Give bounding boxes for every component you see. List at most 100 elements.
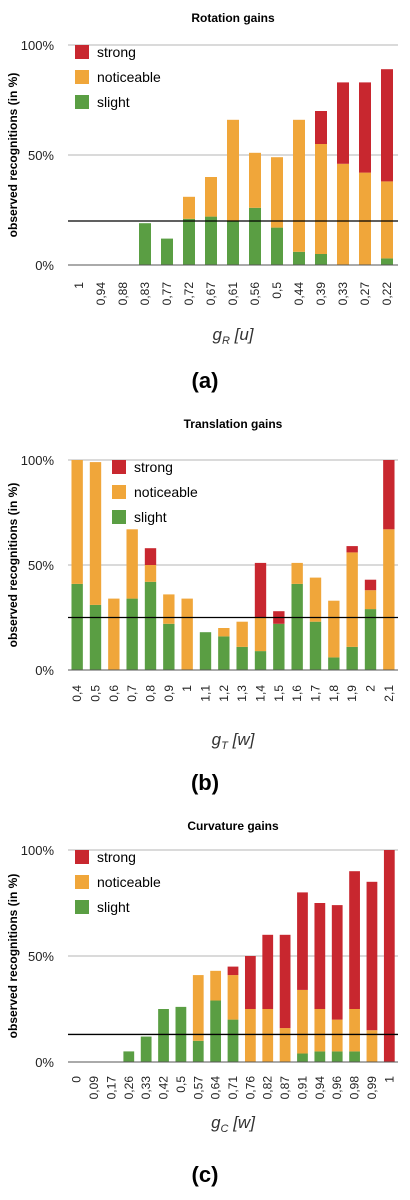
bar-slight [236, 646, 248, 670]
bar-slight [227, 221, 239, 265]
bar-strong [331, 905, 343, 1020]
bar-slight [249, 207, 261, 265]
bar-slight [349, 1051, 360, 1062]
bar-noticeable [346, 552, 358, 647]
bar-noticeable [144, 565, 157, 582]
bar-strong [381, 69, 393, 182]
x-axis-label: gC [w] [211, 1113, 256, 1135]
bar-slight [123, 1051, 135, 1062]
x-tick-label: 0,91 [295, 1076, 309, 1100]
x-tick-label: 0,33 [139, 1076, 153, 1100]
bar-noticeable [315, 144, 327, 254]
bar-strong [262, 934, 274, 1009]
translation-gains-panel: Translation gains observed recognitions (… [0, 400, 410, 800]
bar-slight [139, 223, 151, 265]
bar-noticeable [89, 462, 102, 605]
bar-noticeable [205, 177, 217, 217]
chart-title: Rotation gains [191, 11, 275, 25]
legend-label-slight: slight [97, 899, 130, 915]
y-axis-label: observed recognitions (in %) [6, 73, 20, 238]
bar-slight [271, 227, 283, 265]
legend-label-noticeable: noticeable [97, 69, 161, 85]
x-axis-symbol: g [211, 1113, 221, 1132]
bar-noticeable [328, 600, 340, 658]
bar-strong [366, 881, 378, 1031]
x-tick-label: 1,4 [254, 685, 268, 702]
bar-strong [244, 956, 256, 1009]
x-tick-label: 0,22 [380, 282, 394, 306]
legend-swatch-noticeable [75, 70, 89, 84]
legend-swatch-noticeable [75, 875, 89, 889]
legend-label-strong: strong [134, 459, 173, 475]
bar-noticeable [254, 617, 267, 652]
x-tick-label: 1,3 [235, 685, 249, 702]
panel-caption: (b) [190, 770, 220, 795]
panel-caption: (a) [191, 368, 219, 393]
bar-slight [346, 646, 358, 670]
x-tick-label: 0,5 [89, 685, 103, 702]
x-tick-label: 0,56 [248, 282, 262, 306]
bar-slight [254, 651, 267, 670]
y-tick-label: 50% [28, 148, 54, 163]
x-tick-label: 0,87 [278, 1076, 292, 1100]
bar-slight [210, 1000, 222, 1062]
x-tick-label: 1,1 [199, 685, 213, 702]
bar-slight [205, 216, 217, 265]
x-tick-label: 0,76 [243, 1076, 257, 1100]
bar-noticeable [227, 119, 239, 221]
bar-noticeable [309, 577, 322, 622]
bar-strong [346, 546, 358, 553]
bar-noticeable [359, 172, 371, 265]
chart-svg: Curvature gains observed recognitions (in… [6, 819, 398, 1135]
bar-slight [291, 583, 303, 670]
bar-strong [314, 903, 326, 1009]
curvature-gains-panel: Curvature gains observed recognitions (in… [0, 800, 410, 1200]
bar-strong [279, 934, 291, 1029]
bar-slight [309, 621, 322, 670]
chart-title: Translation gains [184, 417, 283, 431]
legend-swatch-strong [112, 460, 126, 474]
x-tick-label: 0,96 [330, 1076, 344, 1100]
x-tick-label: 1 [72, 282, 86, 289]
x-tick-label: 0,9 [162, 685, 176, 702]
x-tick-label: 1,9 [345, 685, 359, 702]
bar-noticeable [381, 181, 393, 259]
x-tick-label: 1,6 [290, 685, 304, 702]
legend-swatch-slight [75, 900, 89, 914]
bar-slight [364, 609, 377, 670]
chart-svg: Translation gains observed recognitions (… [6, 417, 398, 752]
x-tick-label: 0,72 [182, 282, 196, 306]
bar-noticeable [249, 152, 261, 208]
bar-slight [227, 1019, 239, 1062]
legend-label-strong: strong [97, 44, 136, 60]
legend-label-slight: slight [97, 94, 130, 110]
bar-slight [315, 254, 327, 265]
y-tick-label: 100% [21, 453, 55, 468]
x-tick-label: 0,42 [157, 1076, 171, 1100]
x-tick-label: 0,71 [226, 1076, 240, 1100]
x-tick-label: 0,82 [261, 1076, 275, 1100]
bar-slight [331, 1051, 343, 1062]
x-tick-label: 1 [382, 1076, 396, 1083]
bar-noticeable [163, 594, 175, 624]
bar-noticeable [297, 989, 308, 1054]
x-axis-unit: [w] [228, 1113, 256, 1132]
bar-slight [183, 218, 195, 265]
bar-strong [254, 562, 267, 618]
x-tick-label: 0,39 [314, 282, 328, 306]
bar-slight [126, 598, 138, 670]
x-tick-label: 0,57 [191, 1076, 205, 1100]
bar-slight [273, 623, 285, 670]
x-axis-symbol: g [212, 325, 222, 344]
legend-label-noticeable: noticeable [97, 874, 161, 890]
bar-slight [144, 581, 157, 670]
x-tick-label: 0,5 [270, 282, 284, 299]
bar-noticeable [314, 1009, 326, 1052]
x-tick-label: 0,94 [94, 282, 108, 306]
x-tick-label: 0,99 [365, 1076, 379, 1100]
bar-slight [218, 636, 230, 670]
y-tick-label: 100% [21, 843, 55, 858]
bar-strong [383, 850, 395, 1062]
bar-slight [161, 238, 173, 265]
x-tick-label: 0,5 [174, 1076, 188, 1093]
